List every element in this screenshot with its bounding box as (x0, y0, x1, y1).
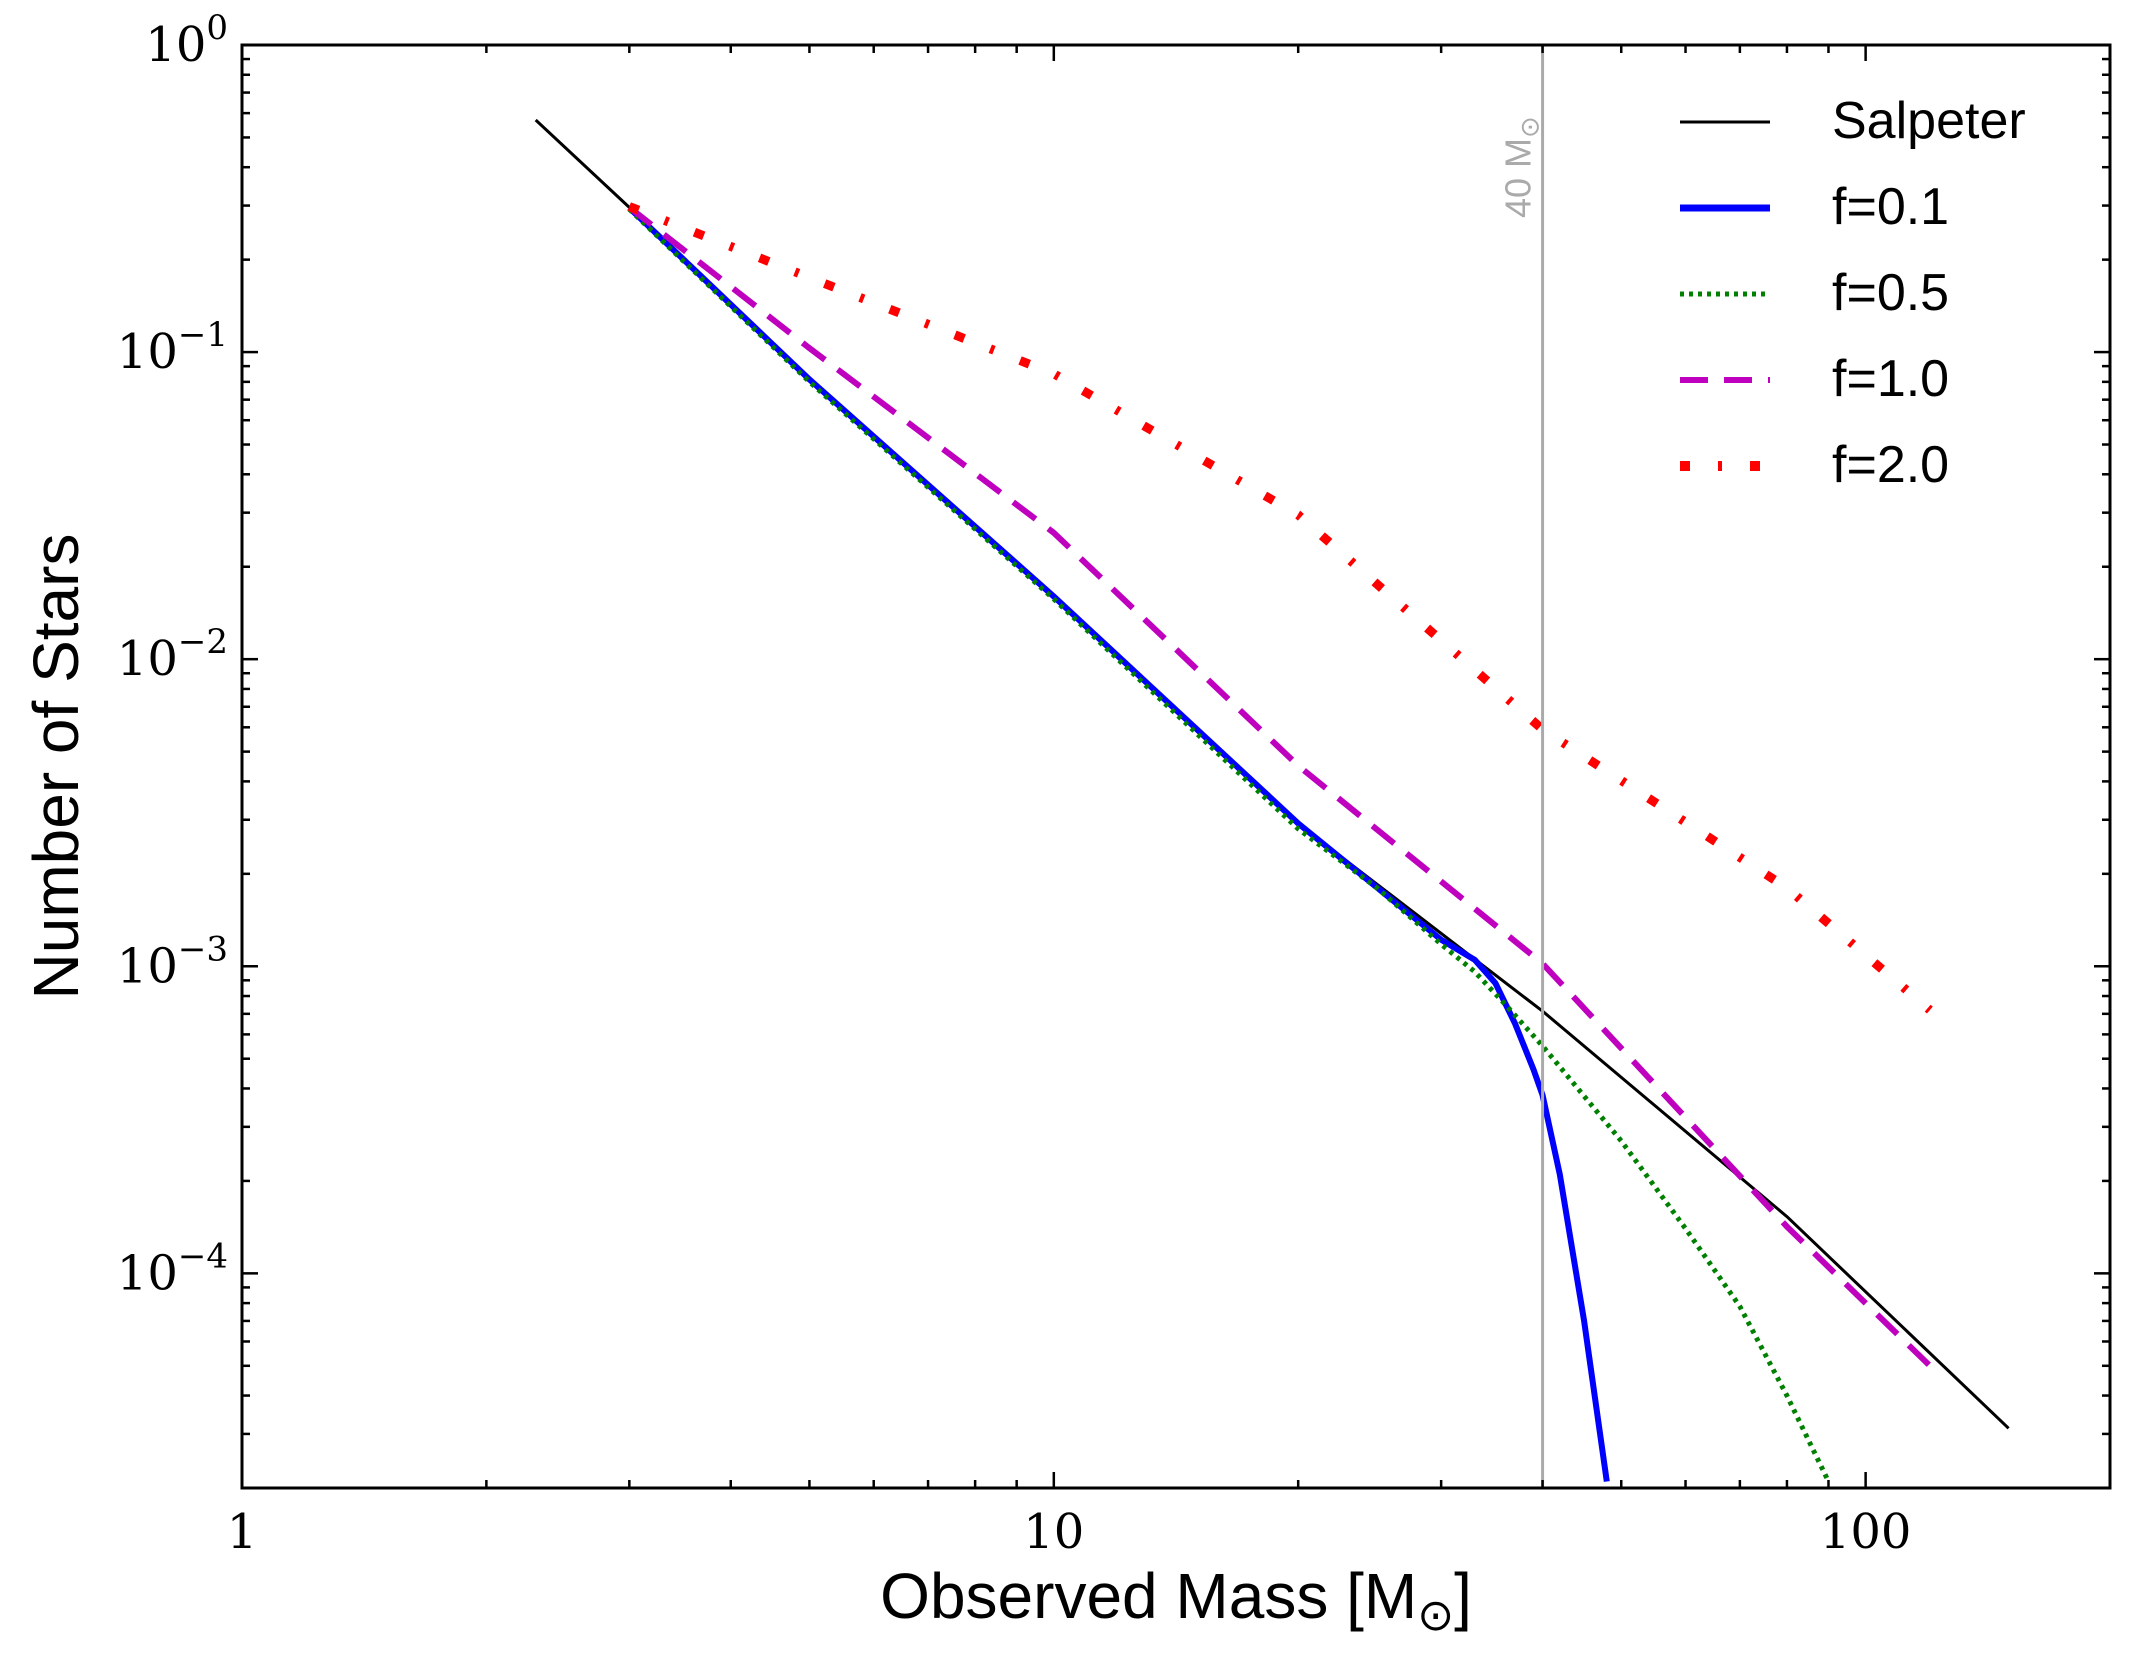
legend-label: Salpeter (1832, 92, 2026, 150)
x-tick-label: 10 (1023, 1504, 1084, 1560)
y-axis-label: Number of Stars (20, 534, 92, 1000)
y-tick-label: 10−1 (117, 315, 228, 380)
x-axis-label-main: Observed Mass [M (880, 1560, 1417, 1632)
plot-frame (240, 43, 2112, 1490)
y-tick-label: 10−3 (117, 929, 228, 994)
legend-label: f=2.0 (1832, 436, 1949, 494)
y-tick-label: 10−4 (117, 1236, 228, 1301)
series-line-f-1-0 (627, 205, 1932, 1368)
series-line-f-0-1 (627, 205, 1610, 1482)
series-layer (534, 118, 2010, 1483)
x-tick-label: 1 (227, 1504, 258, 1560)
vline-label-main: 40 M (1498, 138, 1539, 218)
x-axis-label-sub: ⊙ (1417, 1591, 1454, 1640)
legend-label: f=0.5 (1832, 264, 1949, 322)
40-msun-label: 40 M⊙ (1498, 116, 1545, 218)
series-line-f-2-0 (627, 202, 1933, 1014)
legend: Salpeter f=0.1 f=0.5 f=1.0 f=2.0 (1680, 92, 2026, 494)
y-tick-label: 10−2 (117, 622, 228, 687)
legend-label: f=1.0 (1832, 350, 1949, 408)
ticks-layer: 1 10 100 100 10−1 10−2 10−3 10−4 (117, 8, 2112, 1560)
y-tick-label: 100 (145, 8, 228, 73)
series-line-f-0-5 (627, 207, 1831, 1483)
x-tick-label: 100 (1820, 1504, 1912, 1560)
legend-label: f=0.1 (1832, 178, 1949, 236)
series-line-salpeter (534, 118, 2010, 1430)
x-axis-label-end: ] (1454, 1560, 1472, 1632)
x-axis-label: Observed Mass [M⊙] (880, 1560, 1472, 1640)
vline-label-sub: ⊙ (1515, 116, 1545, 138)
